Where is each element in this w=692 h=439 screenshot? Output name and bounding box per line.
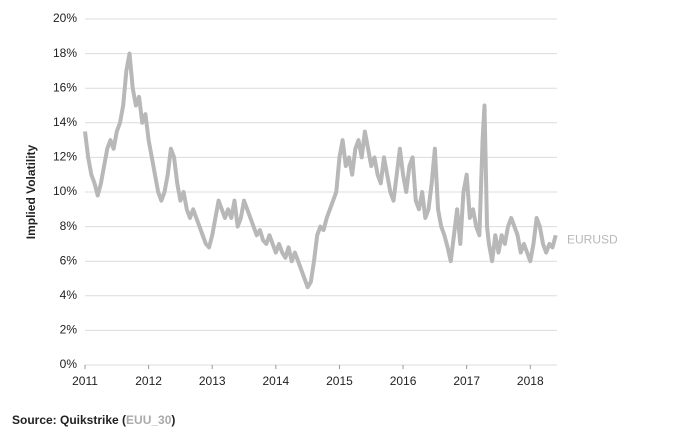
y-tick-label: 8%	[60, 219, 78, 233]
source-text: Source: Quikstrike (	[12, 413, 126, 427]
x-tick-label: 2012	[135, 374, 162, 388]
y-tick-label: 18%	[53, 46, 77, 60]
x-tick-label: 2018	[517, 374, 544, 388]
y-tick-label: 20%	[53, 11, 77, 25]
series-label: EURUSD	[567, 232, 618, 246]
source: Source: Quikstrike (EUU_30)	[12, 413, 175, 427]
y-tick-label: 14%	[53, 115, 77, 129]
y-tick-label: 6%	[60, 253, 78, 267]
y-tick-label: 4%	[60, 288, 78, 302]
y-tick-label: 10%	[53, 184, 77, 198]
source-text: )	[171, 413, 175, 427]
x-tick-label: 2015	[326, 374, 353, 388]
y-axis-label: Implied Volatility	[24, 144, 38, 239]
x-tick-label: 2013	[199, 374, 226, 388]
x-tick-label: 2011	[72, 374, 98, 388]
y-tick-label: 0%	[60, 357, 78, 371]
y-tick-label: 12%	[53, 150, 77, 164]
x-tick-label: 2016	[390, 374, 417, 388]
source-code: EUU_30	[126, 413, 172, 427]
x-tick-label: 2017	[453, 374, 480, 388]
y-tick-label: 16%	[53, 80, 77, 94]
y-tick-label: 2%	[60, 323, 78, 337]
x-tick-label: 2014	[262, 374, 289, 388]
series-line	[83, 51, 558, 290]
